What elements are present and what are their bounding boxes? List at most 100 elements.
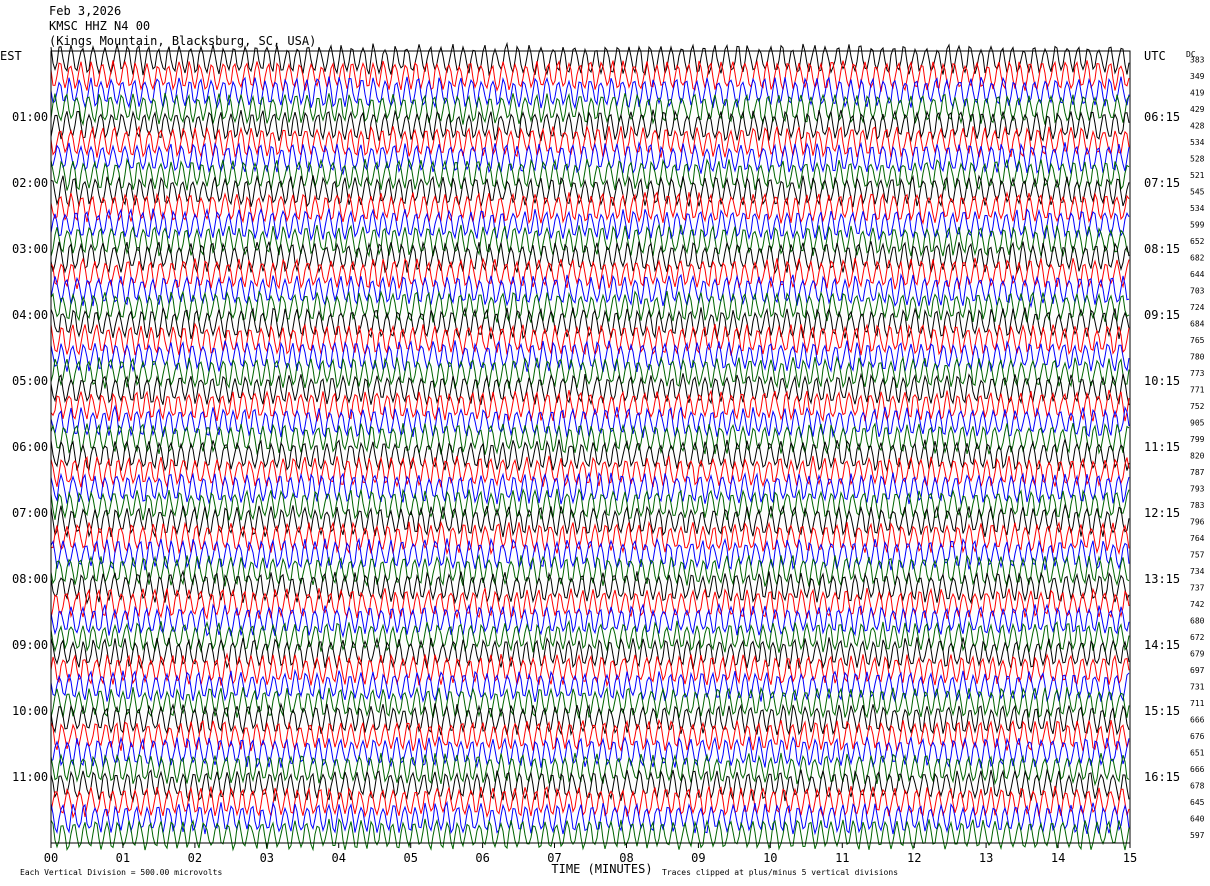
seismic-trace	[50, 191, 1130, 225]
x-tick-label: 13	[979, 851, 993, 865]
seismic-trace	[50, 619, 1130, 653]
seismic-trace	[50, 141, 1130, 176]
seismic-trace	[50, 60, 1130, 92]
traces-group	[50, 41, 1130, 852]
dc-value: 742	[1190, 600, 1205, 609]
dc-value: 349	[1190, 72, 1205, 81]
x-axis-title: TIME (MINUTES)	[551, 862, 652, 876]
utc-hour-label: 11:15	[1144, 440, 1180, 454]
dc-value: 419	[1190, 88, 1205, 97]
plot-frame	[50, 50, 1131, 844]
seismic-trace	[50, 652, 1130, 688]
dc-value: 771	[1190, 385, 1205, 394]
seismic-trace	[50, 355, 1130, 389]
seismic-trace	[50, 554, 1130, 588]
dc-value: 711	[1190, 699, 1205, 708]
est-hour-label: 11:00	[12, 770, 48, 784]
seismic-trace	[50, 702, 1130, 736]
dc-value: 820	[1190, 451, 1205, 460]
x-tick-label: 05	[403, 851, 417, 865]
dc-value: 644	[1190, 270, 1205, 279]
seismic-trace	[50, 289, 1130, 324]
utc-hour-label: 08:15	[1144, 242, 1180, 256]
dc-value: 737	[1190, 583, 1205, 592]
dc-value: 796	[1190, 517, 1205, 526]
utc-hour-label: 15:15	[1144, 704, 1180, 718]
seismic-trace	[50, 306, 1130, 340]
dc-value: 680	[1190, 616, 1205, 625]
dc-value: 666	[1190, 715, 1205, 724]
est-axis-label: EST	[0, 49, 22, 63]
location-label: (Kings Mountain, Blacksburg, SC, USA)	[49, 34, 317, 48]
dc-value: 672	[1190, 633, 1205, 642]
x-axis-ticks: 00 01 02 03 04 05 06 07 08 09 10 11 12 13 14 15	[44, 843, 1137, 865]
dc-value: 780	[1190, 352, 1205, 361]
seismic-trace	[50, 587, 1130, 621]
x-tick-label: 09	[691, 851, 705, 865]
utc-hour-label: 07:15	[1144, 176, 1180, 190]
seismic-trace	[50, 569, 1130, 605]
utc-hour-label: 09:15	[1144, 308, 1180, 322]
x-tick-label: 02	[188, 851, 202, 865]
x-tick-label: 03	[260, 851, 274, 865]
x-tick-label: 11	[835, 851, 849, 865]
dc-value: 545	[1190, 187, 1205, 196]
dc-value: 697	[1190, 666, 1205, 675]
dc-value: 679	[1190, 649, 1205, 658]
seismic-trace	[50, 752, 1130, 787]
dc-value: 599	[1190, 220, 1205, 229]
utc-hour-label: 06:15	[1144, 110, 1180, 124]
x-tick-label: 15	[1123, 851, 1137, 865]
dc-value: 734	[1190, 567, 1205, 576]
station-label: KMSC HHZ N4 00	[49, 19, 151, 33]
seismic-trace	[50, 422, 1130, 455]
est-hour-label: 02:00	[12, 176, 48, 190]
seismic-trace	[50, 340, 1130, 373]
dc-value: 597	[1190, 831, 1205, 840]
dc-value: 773	[1190, 369, 1205, 378]
utc-hour-label: 12:15	[1144, 506, 1180, 520]
seismic-trace	[50, 487, 1130, 521]
seismic-trace	[50, 76, 1130, 110]
seismic-trace	[50, 818, 1130, 852]
utc-hour-label: 16:15	[1144, 770, 1180, 784]
dc-column-label: DC	[1186, 50, 1196, 59]
seismic-trace	[50, 257, 1130, 290]
dc-values: 383 349 419 429 428 534 528 521 545 534 599 652 682 6…	[1190, 55, 1205, 840]
dc-value: 383	[1190, 55, 1205, 64]
dc-value: 783	[1190, 501, 1205, 510]
seismic-trace	[50, 241, 1130, 275]
dc-value: 652	[1190, 237, 1205, 246]
x-tick-label: 12	[907, 851, 921, 865]
x-tick-label: 07	[547, 851, 561, 865]
seismic-trace	[50, 389, 1130, 423]
dc-value: 428	[1190, 121, 1205, 130]
seismic-trace	[50, 668, 1130, 703]
seismic-trace	[50, 109, 1130, 143]
dc-value: 731	[1190, 682, 1205, 691]
seismic-trace	[50, 41, 1130, 77]
dc-value: 534	[1190, 204, 1205, 213]
seismic-trace	[50, 322, 1130, 357]
dc-value: 703	[1190, 286, 1205, 295]
utc-hour-label: 13:15	[1144, 572, 1180, 586]
dc-value: 765	[1190, 336, 1205, 345]
dc-value: 752	[1190, 402, 1205, 411]
utc-hour-label: 14:15	[1144, 638, 1180, 652]
seismic-trace	[50, 718, 1130, 752]
dc-value: 666	[1190, 765, 1205, 774]
dc-value: 645	[1190, 798, 1205, 807]
dc-value: 724	[1190, 303, 1205, 312]
est-hour-label: 10:00	[12, 704, 48, 718]
dc-value: 684	[1190, 319, 1205, 328]
dc-value: 678	[1190, 781, 1205, 790]
footer-left-note: Each Vertical Division = 500.00 microvol…	[20, 868, 222, 877]
est-hour-label: 03:00	[12, 242, 48, 256]
x-tick-label: 14	[1051, 851, 1065, 865]
est-hour-label: 06:00	[12, 440, 48, 454]
seismic-trace	[50, 439, 1130, 473]
seismic-trace	[50, 520, 1130, 556]
right-time-labels: 06:15 07:15 08:15 09:15 10:15 11:15 12:15 13:15…	[1144, 110, 1180, 784]
x-tick-label: 04	[331, 851, 345, 865]
